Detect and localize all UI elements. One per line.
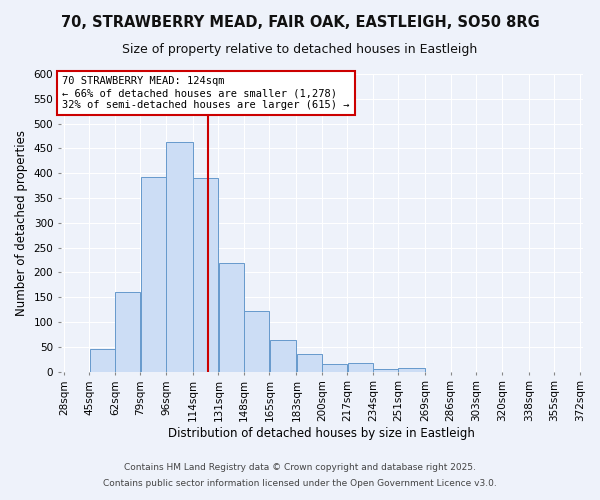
Bar: [89, 350, 115, 372]
Text: Size of property relative to detached houses in Eastleigh: Size of property relative to detached ho…: [122, 42, 478, 56]
Bar: [244, 311, 269, 372]
Text: Contains HM Land Registry data © Crown copyright and database right 2025.: Contains HM Land Registry data © Crown c…: [124, 464, 476, 472]
Bar: [398, 368, 425, 372]
Bar: [269, 340, 296, 372]
Bar: [218, 262, 244, 372]
Bar: [193, 178, 218, 372]
Bar: [115, 292, 140, 372]
Bar: [322, 364, 347, 372]
Bar: [140, 176, 166, 372]
Text: Contains public sector information licensed under the Open Government Licence v3: Contains public sector information licen…: [103, 478, 497, 488]
Text: 70 STRAWBERRY MEAD: 124sqm
← 66% of detached houses are smaller (1,278)
32% of s: 70 STRAWBERRY MEAD: 124sqm ← 66% of deta…: [62, 76, 350, 110]
Bar: [373, 369, 398, 372]
X-axis label: Distribution of detached houses by size in Eastleigh: Distribution of detached houses by size …: [169, 427, 475, 440]
Text: 70, STRAWBERRY MEAD, FAIR OAK, EASTLEIGH, SO50 8RG: 70, STRAWBERRY MEAD, FAIR OAK, EASTLEIGH…: [61, 15, 539, 30]
Y-axis label: Number of detached properties: Number of detached properties: [15, 130, 28, 316]
Bar: [166, 142, 193, 372]
Bar: [347, 363, 373, 372]
Bar: [296, 354, 322, 372]
